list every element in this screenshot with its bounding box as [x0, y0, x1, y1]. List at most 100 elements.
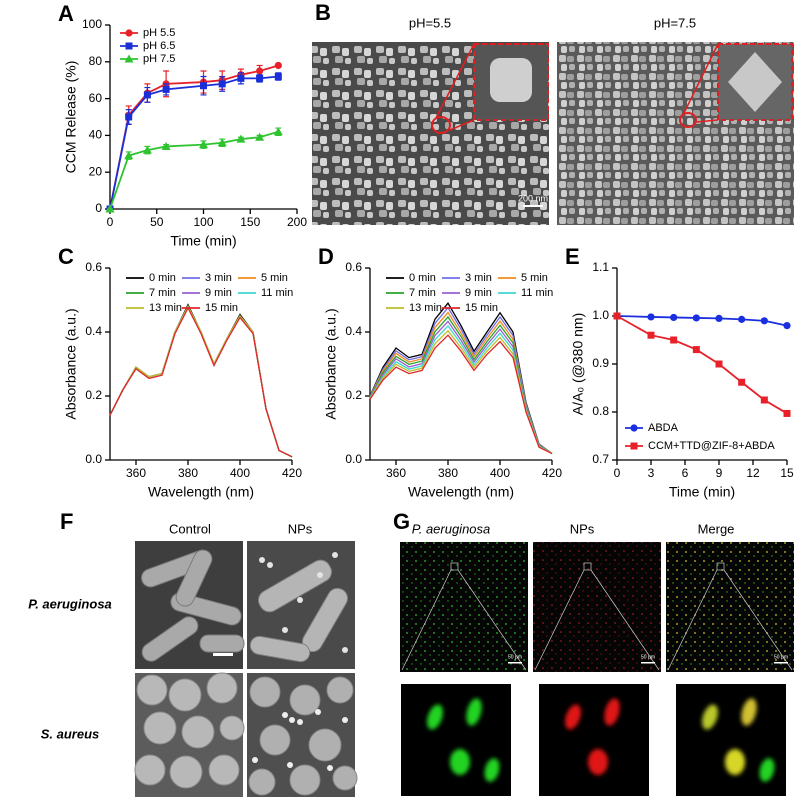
zoom-marker [431, 116, 451, 134]
series-line [109, 303, 293, 458]
zoom-lines [683, 43, 719, 123]
inset-crystal [728, 52, 782, 112]
panel-b: B pH=5.5 pH=7.5 200 nm [312, 0, 794, 225]
image-label: pH=7.5 [654, 15, 696, 30]
image-label: pH=5.5 [409, 15, 451, 30]
bacteria [565, 698, 620, 775]
data-point [218, 80, 226, 88]
x-tick-label: 420 [282, 466, 302, 480]
series-line [369, 320, 553, 455]
legend-label: 7 min [409, 287, 436, 299]
legend-label: 13 min [409, 302, 442, 314]
data-point [237, 74, 245, 82]
scale-label: 50 μm [641, 654, 655, 660]
series-line [109, 304, 293, 458]
row-label: S. aureus [41, 726, 100, 741]
panel-letter: G [393, 509, 410, 534]
data-point [200, 82, 207, 90]
bacteria [702, 698, 775, 782]
y-tick-label: 0 [95, 201, 102, 215]
legend-label: pH 7.5 [143, 53, 175, 65]
series-line [369, 306, 553, 455]
fluorescence-image [400, 542, 528, 672]
data-point [256, 74, 264, 82]
legend-label: 3 min [205, 272, 232, 284]
y-tick-label: 40 [89, 128, 103, 142]
y-tick-label: 0.2 [85, 388, 102, 402]
x-tick-label: 3 [648, 466, 655, 480]
panel-letter: F [60, 509, 73, 534]
x-tick-label: 0 [614, 466, 621, 480]
inset [473, 43, 549, 121]
legend-label: 11 min [261, 287, 293, 299]
series-line [109, 304, 293, 458]
data-point [256, 67, 264, 75]
data-point [670, 313, 678, 322]
x-tick-label: 150 [240, 215, 260, 229]
x-tick-label: 360 [126, 466, 146, 480]
legend-marker [125, 29, 133, 37]
data-point [692, 346, 700, 354]
series-line [369, 302, 553, 455]
y-tick-label: 0.8 [592, 404, 609, 418]
data-point [274, 61, 282, 70]
legend-label: 0 min [409, 272, 436, 284]
panel-letter: E [565, 244, 580, 269]
data-point [715, 314, 723, 322]
legend-label: 13 min [149, 302, 182, 314]
zoom-image [539, 684, 649, 796]
series-line [369, 334, 553, 455]
data-point [236, 134, 246, 143]
data-point [647, 331, 655, 339]
series-line [109, 304, 293, 458]
data-point [217, 138, 227, 147]
y-axis-label: Absorbance (a.u.) [63, 308, 79, 419]
y-tick-label: 0.7 [592, 452, 609, 466]
x-axis-label: Time (min) [669, 484, 735, 500]
nanoparticles [259, 552, 348, 653]
data-point [715, 360, 723, 368]
column-label: NPs [288, 521, 313, 536]
data-point [783, 409, 791, 417]
series-line [369, 324, 553, 455]
cocci [134, 672, 245, 789]
legend-label: 0 min [149, 272, 176, 284]
data-point [199, 140, 208, 149]
series-line [369, 315, 553, 455]
data-point [143, 91, 151, 99]
data-point [692, 314, 700, 322]
data-point [105, 204, 115, 213]
x-tick-label: 15 [780, 466, 794, 480]
x-tick-label: 200 [287, 215, 307, 229]
scale-label: 50 μm [508, 654, 522, 660]
panel-g: G P. aeruginosa NPs Merge 50 μm 50 μm 50… [393, 509, 794, 796]
x-tick-label: 360 [386, 466, 406, 480]
series-line [109, 304, 293, 458]
legend-label: 3 min [465, 272, 492, 284]
data-point [760, 396, 768, 404]
panel-f: F Control NPs P. aeruginosa S. aureus [28, 509, 358, 797]
data-point [670, 336, 678, 344]
y-tick-label: 80 [89, 54, 103, 68]
data-point [760, 317, 768, 325]
data-point [273, 127, 283, 136]
panel-letter: A [58, 1, 74, 26]
series-line [109, 75, 279, 210]
zoom-lines [401, 562, 793, 671]
x-tick-label: 50 [150, 215, 164, 229]
legend-marker [630, 424, 638, 432]
inset-crystal [490, 58, 532, 102]
x-tick-label: 400 [490, 466, 510, 480]
row-label: P. aeruginosa [28, 596, 112, 611]
fluorescence-image [666, 542, 794, 672]
series-line [109, 304, 293, 458]
x-tick-label: 380 [178, 466, 198, 480]
x-tick-label: 400 [230, 466, 250, 480]
series-line [616, 315, 788, 415]
legend-marker [124, 54, 134, 63]
y-axis-label: CCM Release (%) [63, 61, 79, 174]
y-tick-label: 0.6 [85, 260, 102, 274]
legend-marker [630, 442, 638, 450]
legend-label: 9 min [205, 287, 232, 299]
